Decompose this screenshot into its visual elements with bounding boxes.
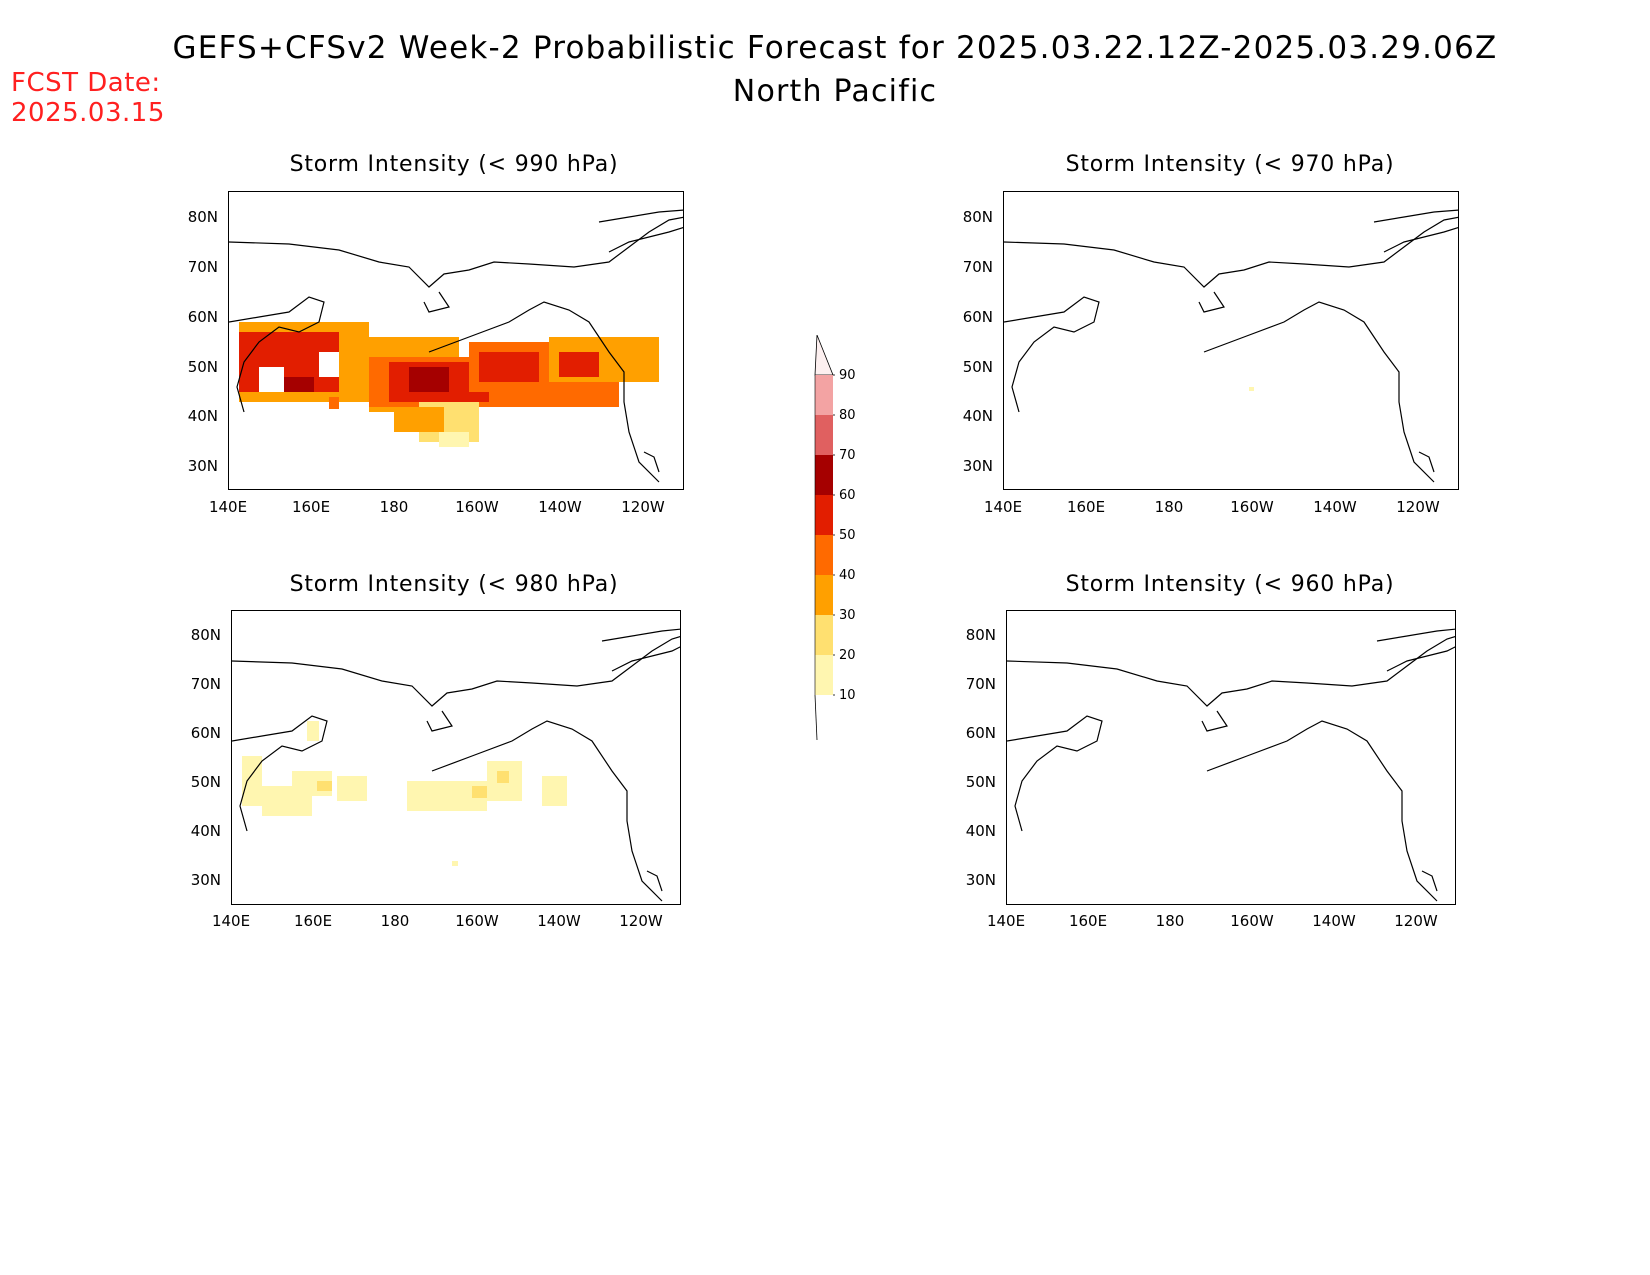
lat-label: 70N <box>965 675 996 693</box>
lon-label: 140E <box>211 912 251 930</box>
colorbar-label: 20 <box>839 648 856 663</box>
lon-label: 160E <box>1066 498 1106 516</box>
lon-label: 140W <box>538 498 582 516</box>
fcst-date-value: 2025.03.15 <box>11 98 165 128</box>
coastlines-980 <box>232 628 680 902</box>
colorbar-label: 50 <box>839 528 856 543</box>
colorbar-label: 10 <box>839 688 856 703</box>
probability-field-990 <box>239 322 659 447</box>
lat-label: 40N <box>190 822 221 840</box>
map-frame-980 <box>231 610 681 905</box>
lon-label: 140W <box>1312 912 1356 930</box>
lon-label: 120W <box>619 912 663 930</box>
colorbar-label: 70 <box>839 448 856 463</box>
lat-label: 50N <box>187 358 218 376</box>
lon-label: 160W <box>455 498 499 516</box>
panel-970-title: Storm Intensity (< 970 hPa) <box>1065 152 1395 177</box>
map-frame-960 <box>1006 610 1456 905</box>
lat-label: 50N <box>965 773 996 791</box>
lat-label: 80N <box>190 626 221 644</box>
lon-label: 160W <box>1230 498 1274 516</box>
probability-field-980 <box>242 721 567 866</box>
lat-label: 30N <box>965 871 996 889</box>
lat-label: 30N <box>962 457 993 475</box>
region-title: North Pacific <box>732 74 938 109</box>
lon-label: 160W <box>455 912 499 930</box>
coastlines-970 <box>1004 209 1458 483</box>
colorbar-label: 60 <box>839 488 856 503</box>
lat-label: 70N <box>187 258 218 276</box>
lon-label: 180 <box>1155 912 1185 930</box>
lon-label: 140E <box>208 498 248 516</box>
lat-label: 30N <box>190 871 221 889</box>
panel-980-title: Storm Intensity (< 980 hPa) <box>289 572 619 597</box>
lon-label: 120W <box>1396 498 1440 516</box>
colorbar-label: 40 <box>839 568 856 583</box>
colorbar-label: 30 <box>839 608 856 623</box>
lon-label: 180 <box>1154 498 1184 516</box>
map-frame-990 <box>228 191 684 490</box>
lon-label: 180 <box>379 498 409 516</box>
colorbar-graphic <box>814 335 835 741</box>
lat-label: 60N <box>190 724 221 742</box>
map-990 <box>229 209 683 483</box>
lat-label: 50N <box>962 358 993 376</box>
lat-label: 40N <box>187 407 218 425</box>
lat-label: 40N <box>965 822 996 840</box>
map-frame-970 <box>1003 191 1459 490</box>
panel-990-title: Storm Intensity (< 990 hPa) <box>289 152 619 177</box>
probability-field-970 <box>1249 387 1254 391</box>
panel-960-title: Storm Intensity (< 960 hPa) <box>1065 572 1395 597</box>
lat-label: 80N <box>187 208 218 226</box>
lat-label: 80N <box>962 208 993 226</box>
lat-label: 60N <box>962 308 993 326</box>
lat-label: 60N <box>965 724 996 742</box>
lat-label: 30N <box>187 457 218 475</box>
lat-label: 60N <box>187 308 218 326</box>
lon-label: 140W <box>537 912 581 930</box>
lat-label: 80N <box>965 626 996 644</box>
fcst-date-label: FCST Date: <box>11 68 161 98</box>
colorbar-label: 90 <box>839 368 856 383</box>
coastlines-990 <box>229 209 683 483</box>
lat-label: 70N <box>190 675 221 693</box>
lon-label: 160W <box>1230 912 1274 930</box>
lon-label: 160E <box>291 498 331 516</box>
lon-label: 120W <box>621 498 665 516</box>
map-960 <box>1007 628 1455 902</box>
lat-label: 70N <box>962 258 993 276</box>
map-970 <box>1004 209 1458 483</box>
coastlines-960 <box>1007 628 1455 902</box>
map-980 <box>232 628 680 902</box>
lon-label: 160E <box>293 912 333 930</box>
colorbar-label: 80 <box>839 408 856 423</box>
lon-label: 140W <box>1313 498 1357 516</box>
lat-label: 40N <box>962 407 993 425</box>
lon-label: 140E <box>986 912 1026 930</box>
lon-label: 120W <box>1394 912 1438 930</box>
lat-label: 50N <box>190 773 221 791</box>
lon-label: 140E <box>983 498 1023 516</box>
lon-label: 160E <box>1068 912 1108 930</box>
figure-title: GEFS+CFSv2 Week-2 Probabilistic Forecast… <box>172 30 1498 66</box>
lon-label: 180 <box>380 912 410 930</box>
